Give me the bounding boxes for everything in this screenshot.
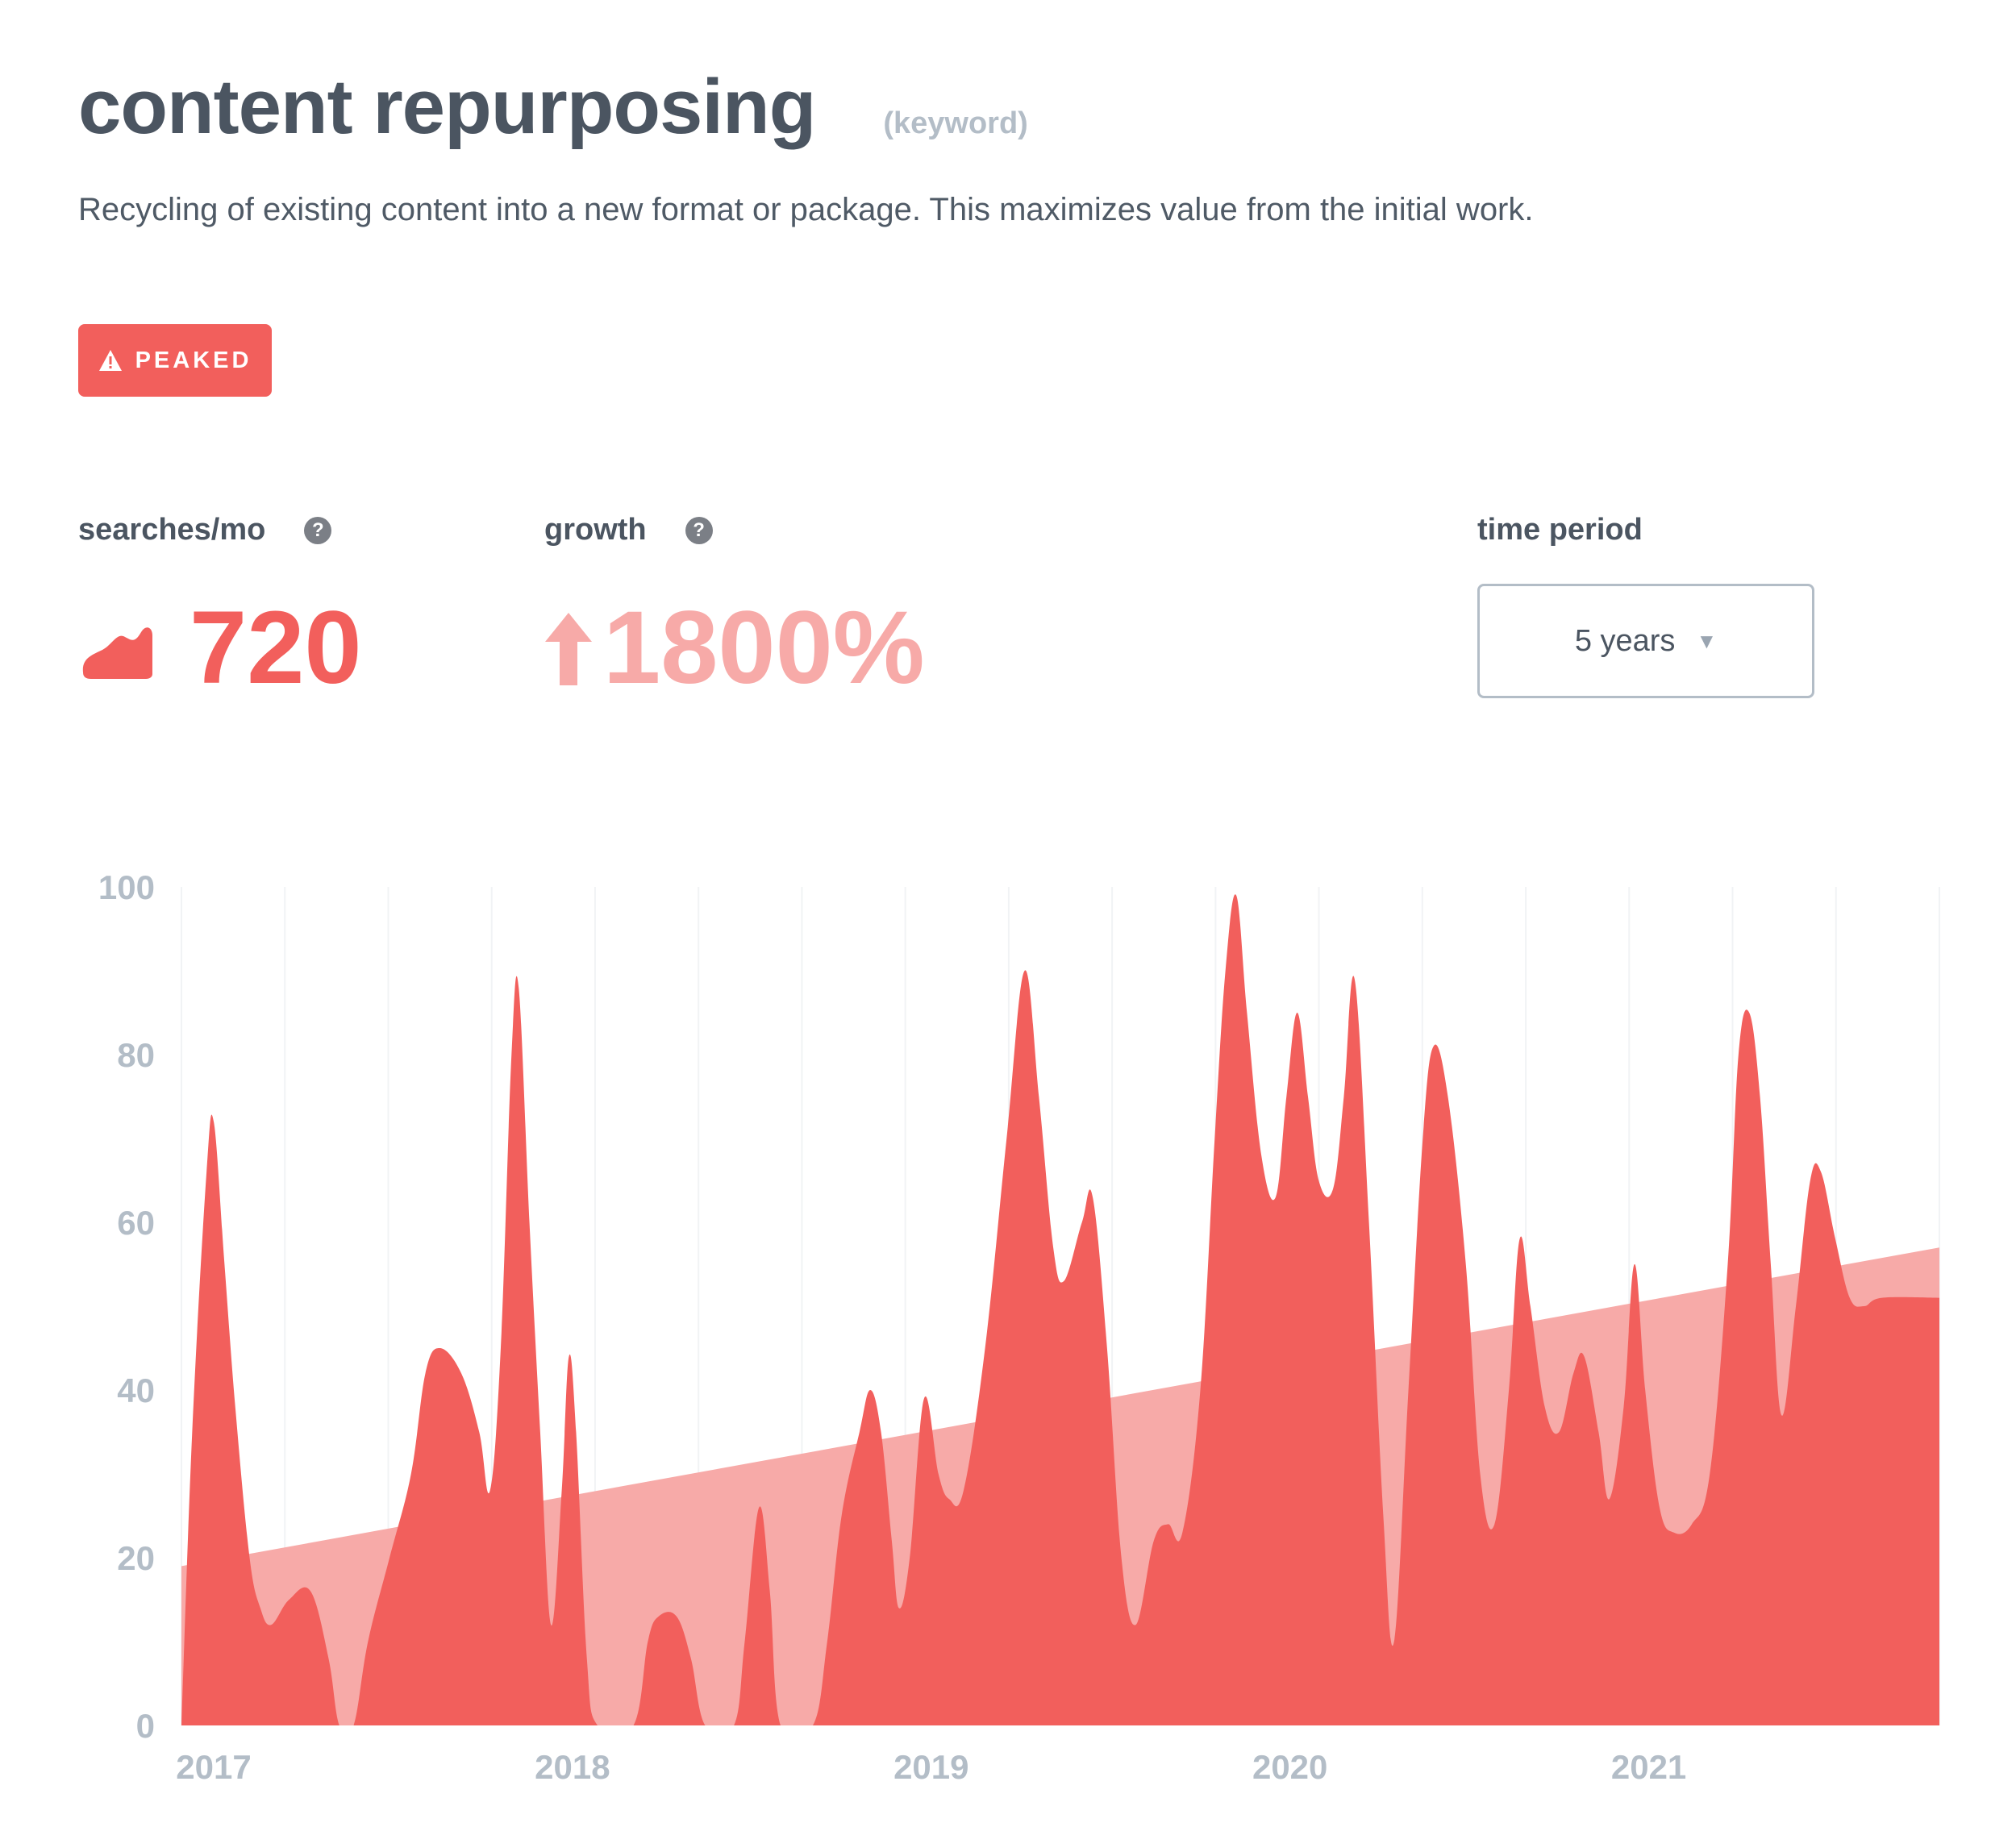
y-tick-label: 40 [117,1371,155,1409]
growth-value: 1800% [603,590,925,705]
y-axis: 0 20 40 60 80 100 [98,868,155,1745]
trend-chart: 0 20 40 60 80 100 2017 2018 2019 2020 2021 [98,868,1940,1786]
chevron-down-icon: ▼ [1696,628,1718,653]
x-tick-label: 2020 [1252,1748,1327,1786]
time-period-label-row: time period [1477,513,1643,547]
time-period-select[interactable]: 5 years ▼ [1477,584,1814,698]
mini-trend-icon [82,627,152,679]
searches-value-row: 720 [78,597,362,700]
x-tick-label: 2021 [1611,1748,1686,1786]
x-tick-label: 2017 [176,1748,251,1786]
growth-label-row: growth ? [544,513,713,547]
searches-value: 720 [190,590,362,705]
page-title: content repurposing [78,64,816,150]
y-tick-label: 60 [117,1204,155,1242]
growth-label: growth [544,513,647,547]
searches-label-row: searches/mo ? [78,513,332,547]
x-tick-label: 2019 [893,1748,968,1786]
time-period-label: time period [1477,513,1643,547]
y-tick-label: 0 [136,1707,155,1745]
warning-triangle-icon [98,350,122,371]
time-period-selected: 5 years [1574,623,1676,658]
keyword-tag: (keyword) [883,106,1028,140]
status-badge-label: PEAKED [135,347,252,373]
series-area [181,894,1939,1725]
arrow-up-icon [545,613,592,685]
searches-help-icon[interactable]: ? [304,516,332,544]
y-tick-label: 100 [98,868,155,906]
y-tick-label: 20 [117,1539,155,1577]
title-row: content repurposing (keyword) [78,63,1028,152]
x-axis: 2017 2018 2019 2020 2021 [176,1748,1686,1786]
x-tick-label: 2018 [535,1748,610,1786]
area-layer [181,894,1939,1725]
growth-help-icon[interactable]: ? [685,516,713,544]
growth-value-row: 1800% [542,597,925,700]
status-badge: PEAKED [78,324,272,397]
y-tick-label: 80 [117,1036,155,1074]
page-description: Recycling of existing content into a new… [78,192,1534,227]
searches-label: searches/mo [78,513,266,547]
